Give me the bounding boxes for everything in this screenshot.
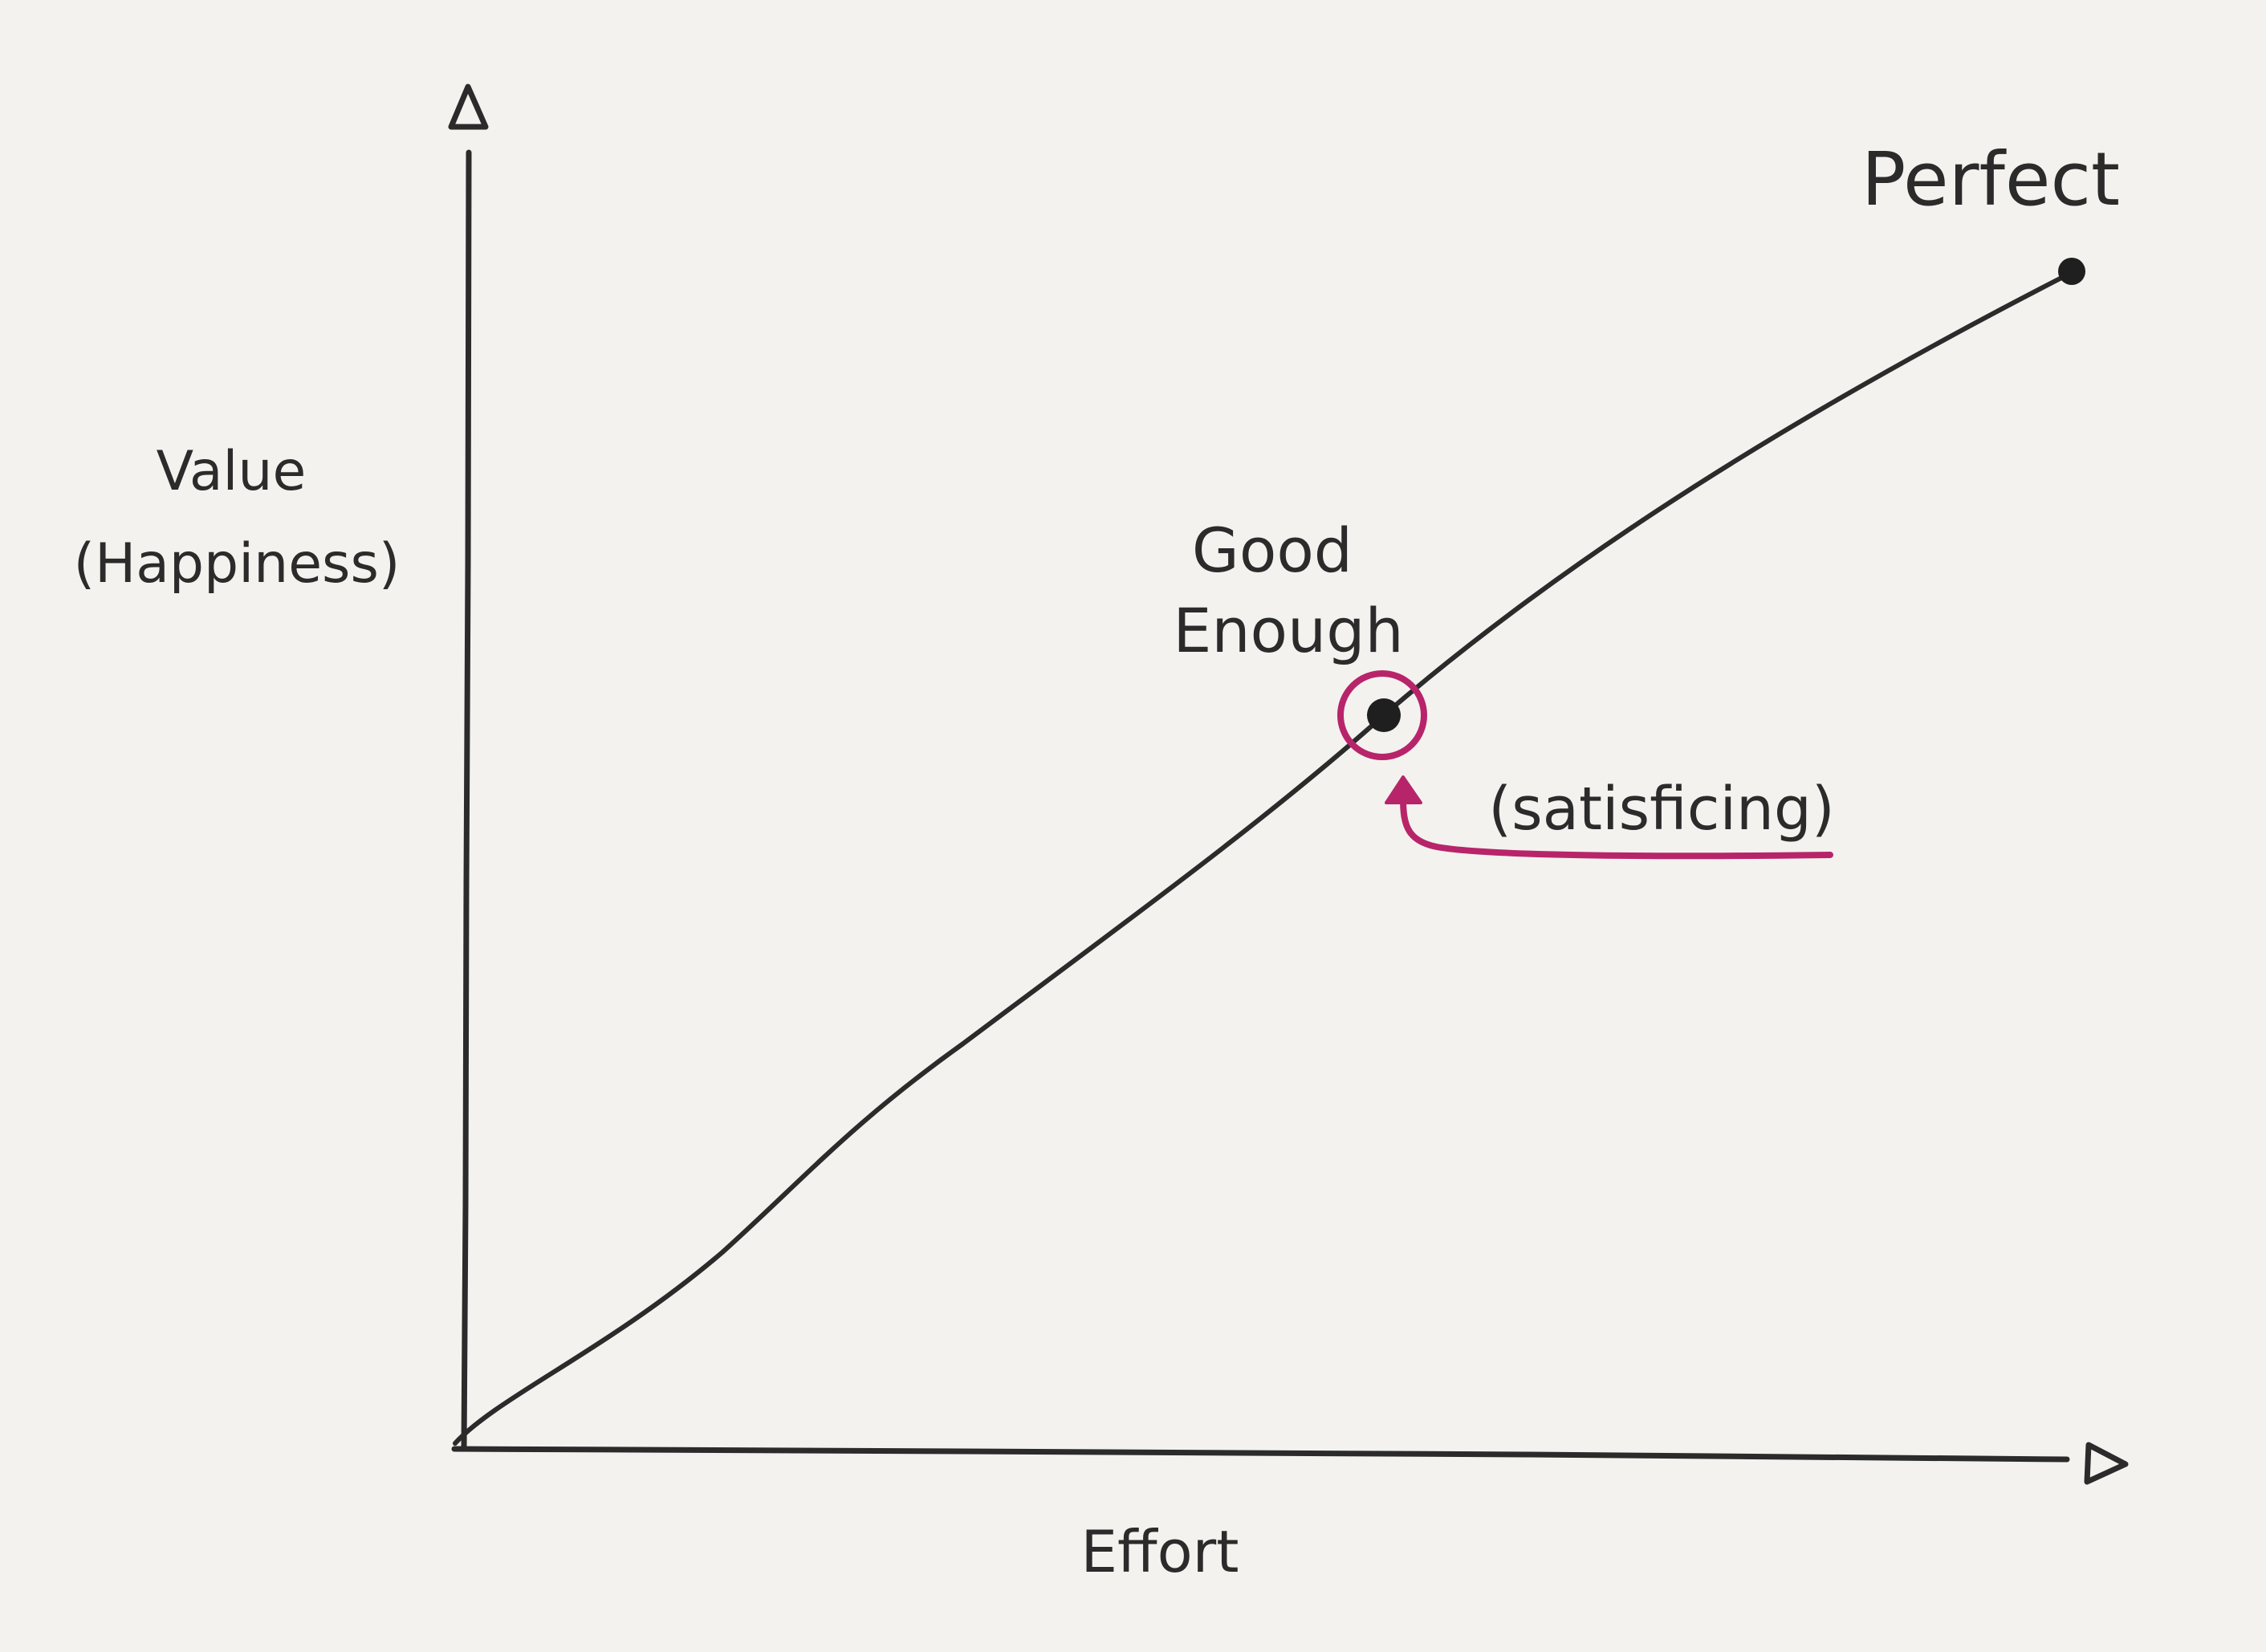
- y-axis-label-line1: Value: [157, 440, 307, 503]
- x-axis-label: Effort: [1081, 1518, 1239, 1585]
- y-axis-arrowhead: [448, 83, 489, 130]
- satisficing-arrow-line: [1400, 795, 1833, 860]
- x-axis-line: [451, 1446, 2070, 1463]
- satisficing-label: (satisficing): [1488, 775, 1835, 844]
- value-curve: [453, 271, 2073, 1446]
- satisficing-arrowhead: [1385, 775, 1422, 804]
- good-enough-label-line1: Good: [1192, 515, 1353, 586]
- good-enough-point: [1367, 698, 1401, 732]
- good-enough-label-line2: Enough: [1173, 595, 1403, 666]
- y-axis-line: [461, 149, 472, 1452]
- y-axis-label-line2: (Happiness): [74, 532, 401, 596]
- x-axis-arrowhead: [2084, 1442, 2129, 1485]
- perfect-label: Perfect: [1861, 136, 2120, 222]
- good-enough-highlight-circle: [1337, 670, 1427, 760]
- perfect-point: [2058, 258, 2085, 285]
